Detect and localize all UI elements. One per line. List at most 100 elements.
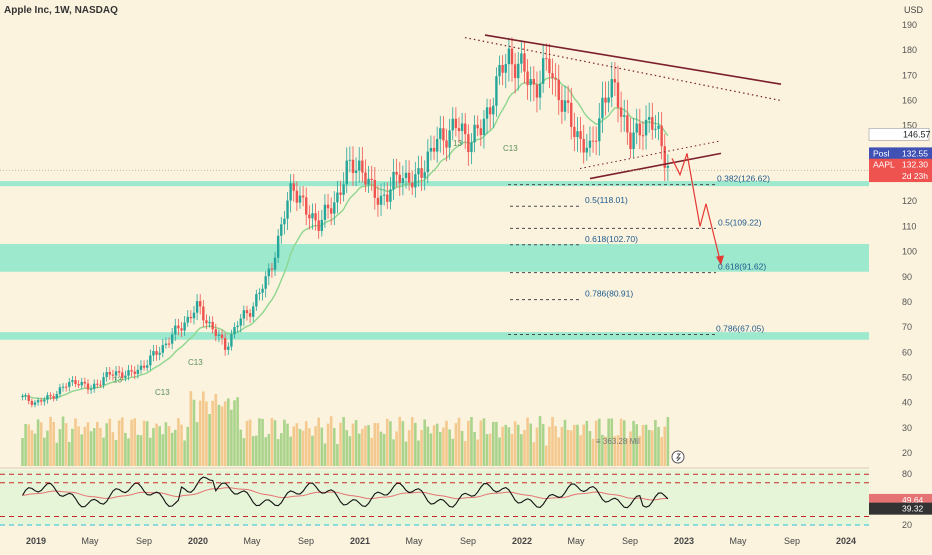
volume-bar [242, 438, 246, 466]
x-tick-label: Sep [784, 536, 800, 546]
volume-bar [601, 434, 604, 466]
volume-bar [183, 440, 186, 466]
candle-body [43, 399, 46, 402]
volume-bar [292, 426, 296, 466]
candle-body [314, 213, 317, 221]
candle-body [320, 219, 324, 231]
volume-bar [311, 435, 314, 466]
volume-bar [217, 404, 221, 466]
candle-body [33, 402, 37, 405]
candle-body [255, 294, 258, 307]
volume-bar [145, 421, 149, 466]
volume-bar [86, 422, 90, 466]
candle-body [364, 172, 367, 185]
y-tick-label: 120 [902, 196, 917, 206]
volume-bar [563, 419, 567, 466]
volume-bar [186, 426, 190, 466]
candle-body [117, 371, 121, 373]
volume-bar [448, 429, 451, 466]
candle-body [99, 384, 102, 386]
volume-bar [650, 430, 654, 466]
candle-body [635, 123, 638, 133]
volume-bar [370, 437, 373, 466]
moving-average-line [22, 77, 669, 400]
volume-bar [414, 422, 417, 466]
rsi-tag [869, 502, 932, 515]
candle-body [74, 380, 77, 385]
volume-bar [304, 421, 308, 466]
candle-body [660, 125, 663, 147]
volume-bar [74, 418, 77, 466]
resistance-trendline [484, 34, 782, 85]
volume-bar [516, 424, 520, 466]
volume-bar [389, 421, 392, 466]
candle-body [96, 383, 99, 385]
volume-bar [124, 432, 127, 466]
replay-icon[interactable] [671, 450, 685, 464]
volume-bar [523, 430, 526, 466]
volume-bar [367, 425, 370, 466]
price-tag-0 [869, 147, 932, 160]
candle-body [379, 195, 383, 205]
candle-body [464, 123, 467, 135]
volume-bar [560, 427, 564, 466]
volume-bar [579, 435, 582, 466]
candle-body [142, 365, 146, 368]
volume-bar [120, 417, 124, 466]
volume-bar [404, 441, 408, 466]
candle-body [102, 377, 105, 385]
volume-bar [410, 417, 414, 466]
volume-bar [230, 409, 233, 466]
candle-body [195, 301, 199, 313]
candle-body [439, 128, 442, 140]
x-tick-label: 2021 [350, 536, 370, 546]
candle-body [252, 306, 255, 317]
volume-bar [619, 418, 623, 466]
candle-body [485, 107, 489, 119]
volume-bar [467, 420, 470, 466]
support-zone-0 [0, 181, 869, 187]
volume-bar [158, 426, 161, 466]
volume-bar [622, 420, 626, 466]
candle-body [647, 117, 651, 120]
volume-bar [417, 440, 420, 466]
fib-level-label: 0.5(109.22) [718, 217, 762, 227]
candle-body [666, 165, 670, 168]
candle-body [526, 71, 529, 86]
volume-bar [395, 431, 398, 466]
candle-body [152, 351, 155, 356]
volume-bar [654, 420, 657, 466]
volume-bar [102, 437, 105, 466]
volume-bar [320, 427, 324, 466]
volume-bar [616, 435, 620, 466]
candle-body [149, 355, 152, 366]
candle-body [223, 337, 227, 350]
volume-bar [55, 442, 59, 466]
volume-bar [52, 421, 55, 466]
volume-bar [479, 420, 483, 466]
y-tick-label: 50 [902, 372, 912, 382]
y-tick-label: 190 [902, 20, 917, 30]
price-tag-name: AAPL [873, 160, 895, 170]
volume-bar [326, 423, 330, 466]
x-tick-label: May [729, 536, 747, 546]
volume-bar [89, 431, 93, 466]
volume-bar [255, 435, 258, 466]
volume-bar [597, 418, 601, 466]
volume-bar [629, 431, 632, 466]
y-tick-label: 30 [902, 423, 912, 433]
volume-bar [588, 431, 592, 466]
volume-bar [504, 424, 508, 466]
candle-body [280, 224, 283, 236]
candle-body [177, 325, 180, 329]
candle-body [538, 83, 542, 98]
candle-body [376, 197, 380, 205]
volume-bar [532, 442, 536, 466]
x-tick-label: May [567, 536, 585, 546]
candle-body [532, 79, 536, 85]
rsi-ma-line [22, 487, 668, 501]
y-tick-label: 90 [902, 272, 912, 282]
candle-body [323, 204, 327, 220]
